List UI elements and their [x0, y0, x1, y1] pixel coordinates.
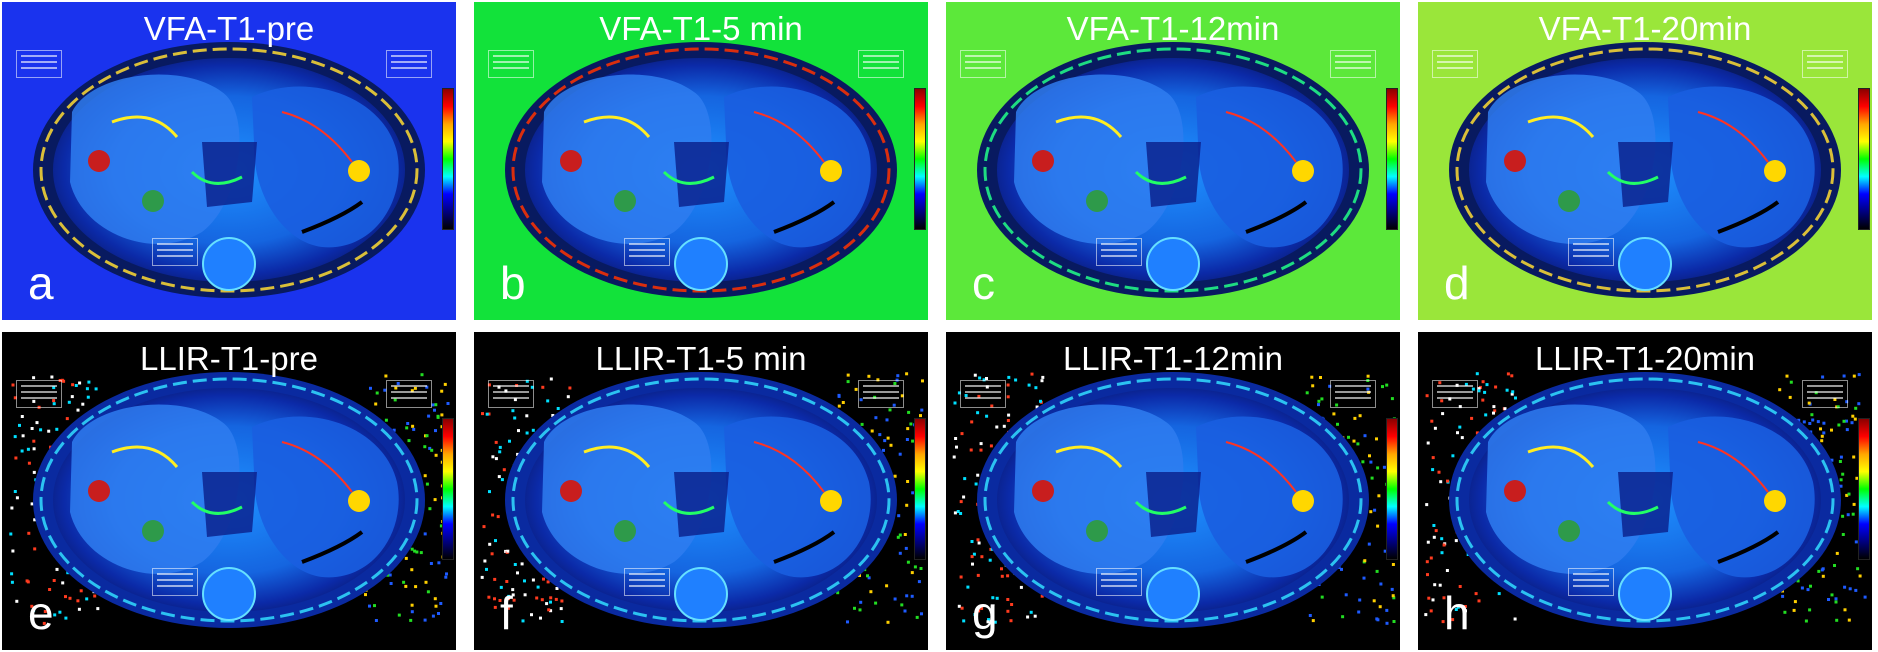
roi-paraspinal-marker: [1086, 520, 1108, 542]
panel-e: LLIR-T1-pre e: [2, 332, 456, 650]
mri-scan-image: [9, 372, 452, 628]
roi-measurement-box: [16, 50, 62, 78]
panel-title: LLIR-T1-pre: [140, 340, 318, 377]
roi-spleen-marker: [1764, 490, 1786, 512]
roi-measurement-box: [1568, 568, 1614, 596]
roi-measurement-box: [1432, 50, 1478, 78]
panel-letter-label: e: [28, 587, 54, 639]
panel-letter-label: f: [500, 587, 513, 639]
colorbar: [914, 88, 926, 230]
panel-title: VFA-T1-20min: [1538, 10, 1752, 47]
mri-scan-image: [977, 42, 1369, 298]
panel-letter-label: b: [500, 257, 526, 309]
roi-paraspinal-marker: [142, 190, 164, 212]
roi-measurement-box: [624, 568, 670, 596]
roi-measurement-box: [1432, 380, 1478, 408]
roi-liver-marker: [560, 480, 582, 502]
roi-measurement-box: [960, 50, 1006, 78]
roi-measurement-box: [488, 380, 534, 408]
colorbar: [1858, 418, 1870, 560]
panel-letter-label: a: [28, 257, 54, 309]
panel-title: VFA-T1-pre: [143, 10, 315, 47]
roi-liver-marker: [88, 150, 110, 172]
mri-scan-image: [480, 372, 924, 628]
roi-paraspinal-marker: [1086, 190, 1108, 212]
panel-title: VFA-T1-5 min: [599, 10, 803, 47]
roi-paraspinal-marker: [614, 520, 636, 542]
roi-measurement-box: [1096, 568, 1142, 596]
roi-measurement-box: [1330, 380, 1376, 408]
roi-spleen-marker: [1764, 160, 1786, 182]
roi-measurement-box: [1568, 238, 1614, 266]
mri-scan-image: [1449, 42, 1841, 298]
roi-measurement-box: [624, 238, 670, 266]
panel-letter-label: d: [1444, 257, 1470, 309]
panel-title: VFA-T1-12min: [1066, 10, 1280, 47]
panel-c: VFA-T1-12min c: [946, 2, 1400, 320]
roi-liver-marker: [560, 150, 582, 172]
roi-measurement-box: [858, 50, 904, 78]
roi-liver-marker: [1504, 480, 1526, 502]
roi-measurement-box: [1802, 50, 1848, 78]
colorbar: [442, 88, 454, 230]
roi-spleen-marker: [820, 160, 842, 182]
panel-letter-label: h: [1444, 587, 1470, 639]
mri-scan-image: [33, 42, 425, 298]
roi-measurement-box: [386, 50, 432, 78]
colorbar: [1858, 88, 1870, 230]
mri-scan-image: [1424, 372, 1869, 628]
roi-spleen-marker: [820, 490, 842, 512]
panel-title: LLIR-T1-20min: [1534, 340, 1756, 377]
colorbar: [1386, 88, 1398, 230]
roi-measurement-box: [386, 380, 432, 408]
mri-scan-image: [952, 372, 1397, 628]
roi-paraspinal-marker: [1558, 520, 1580, 542]
roi-spleen-marker: [348, 490, 370, 512]
colorbar: [1386, 418, 1398, 560]
roi-spleen-marker: [348, 160, 370, 182]
colorbar: [442, 418, 454, 560]
roi-measurement-box: [488, 50, 534, 78]
roi-measurement-box: [1330, 50, 1376, 78]
roi-measurement-box: [858, 380, 904, 408]
roi-measurement-box: [960, 380, 1006, 408]
roi-liver-marker: [88, 480, 110, 502]
panel-letter-label: g: [972, 587, 998, 639]
roi-measurement-box: [152, 238, 198, 266]
mri-scan-image: [505, 42, 897, 298]
panel-letter-label: c: [972, 257, 995, 309]
roi-paraspinal-marker: [614, 190, 636, 212]
panel-d: VFA-T1-20min d: [1418, 2, 1872, 320]
colorbar: [914, 418, 926, 560]
panel-g: LLIR-T1-12min g: [946, 332, 1400, 650]
panel-f: LLIR-T1-5 min f: [474, 332, 928, 650]
roi-measurement-box: [16, 380, 62, 408]
roi-liver-marker: [1032, 480, 1054, 502]
panel-a: VFA-T1-pre a: [2, 2, 456, 320]
roi-spleen-marker: [1292, 160, 1314, 182]
roi-measurement-box: [1802, 380, 1848, 408]
panel-title: LLIR-T1-12min: [1062, 340, 1284, 377]
roi-paraspinal-marker: [142, 520, 164, 542]
roi-paraspinal-marker: [1558, 190, 1580, 212]
panel-h: LLIR-T1-20min h: [1418, 332, 1872, 650]
panel-b: VFA-T1-5 min b: [474, 2, 928, 320]
roi-spleen-marker: [1292, 490, 1314, 512]
roi-measurement-box: [1096, 238, 1142, 266]
roi-measurement-box: [152, 568, 198, 596]
panel-title: LLIR-T1-5 min: [595, 340, 807, 377]
roi-liver-marker: [1504, 150, 1526, 172]
roi-liver-marker: [1032, 150, 1054, 172]
